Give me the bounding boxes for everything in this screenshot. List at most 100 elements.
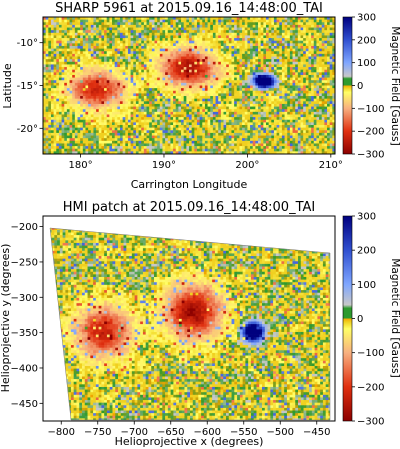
field-cell	[80, 38, 84, 42]
field-cell	[236, 103, 240, 107]
field-cell	[239, 122, 243, 126]
field-cell	[196, 130, 200, 134]
field-cell	[284, 117, 288, 121]
field-cell	[157, 67, 161, 71]
field-cell	[250, 98, 254, 102]
field-cell	[72, 101, 76, 105]
field-cell	[228, 53, 232, 57]
field-cell	[50, 48, 54, 52]
field-cell	[125, 22, 129, 26]
field-cell	[74, 132, 78, 136]
field-cell	[80, 122, 84, 126]
field-cell	[324, 130, 328, 134]
field-cell	[159, 61, 163, 65]
field-cell	[332, 17, 335, 20]
field-cell	[157, 59, 161, 63]
field-cell	[133, 45, 137, 49]
field-cell	[66, 22, 70, 26]
field-cell	[279, 130, 283, 134]
field-cell	[263, 85, 267, 89]
field-cell	[287, 56, 291, 60]
field-cell	[69, 80, 73, 84]
field-cell	[77, 48, 81, 52]
field-cell	[207, 43, 211, 47]
field-cell	[218, 64, 222, 68]
field-cell	[183, 56, 187, 60]
field-cell	[98, 61, 102, 65]
field-cell	[175, 96, 179, 100]
field-cell	[329, 61, 333, 65]
field-cell	[69, 98, 73, 102]
field-cell	[53, 82, 57, 86]
field-cell	[311, 24, 315, 28]
field-cell	[260, 98, 264, 102]
field-cell	[303, 119, 307, 123]
field-cell	[250, 72, 254, 76]
field-cell	[207, 40, 211, 44]
field-cell	[263, 69, 267, 73]
field-cell	[295, 27, 299, 31]
field-cell	[279, 85, 283, 89]
field-cell	[112, 90, 116, 94]
field-cell	[321, 27, 325, 31]
field-cell	[133, 127, 137, 131]
field-cell	[64, 17, 68, 20]
field-cell	[196, 80, 200, 84]
field-cell	[258, 67, 262, 71]
field-cell	[279, 72, 283, 76]
field-cell	[149, 96, 153, 100]
field-cell	[104, 111, 108, 115]
field-cell	[191, 125, 195, 128]
field-cell	[119, 53, 123, 57]
field-cell	[74, 111, 78, 115]
field-cell	[77, 119, 81, 123]
field-cell	[236, 69, 240, 73]
field-cell	[194, 96, 198, 100]
field-cell	[93, 111, 97, 115]
field-cell	[281, 127, 285, 131]
field-cell	[327, 132, 331, 136]
field-cell	[64, 38, 68, 42]
field-cell	[80, 96, 84, 100]
field-cell	[130, 24, 134, 28]
field-cell	[191, 122, 195, 126]
field-cell	[141, 32, 145, 36]
field-cell	[260, 132, 264, 136]
field-cell	[80, 30, 84, 34]
field-cell	[125, 114, 129, 118]
field-cell	[218, 85, 222, 89]
field-cell	[125, 38, 129, 42]
field-cell	[48, 56, 52, 60]
field-cell	[141, 119, 145, 123]
field-cell	[244, 90, 248, 94]
field-cell	[289, 35, 293, 39]
field-cell	[170, 82, 174, 86]
field-cell	[332, 27, 335, 31]
field-cell	[210, 130, 214, 134]
field-cell	[289, 72, 293, 76]
field-cell	[313, 101, 317, 105]
field-cell	[199, 67, 203, 71]
field-cell	[106, 111, 110, 115]
field-cell	[138, 125, 142, 128]
field-cell	[93, 101, 97, 105]
field-cell	[96, 82, 100, 86]
field-cell	[173, 48, 177, 52]
field-cell	[162, 53, 166, 57]
field-cell	[122, 109, 126, 113]
field-cell	[239, 130, 243, 134]
field-cell	[167, 111, 171, 115]
field-cell	[154, 135, 158, 139]
field-cell	[141, 38, 145, 42]
field-cell	[191, 48, 195, 52]
field-cell	[127, 27, 131, 31]
field-cell	[183, 130, 187, 134]
field-cell	[165, 122, 169, 126]
field-cell	[66, 109, 70, 113]
field-cell	[242, 98, 246, 102]
field-cell	[268, 64, 272, 68]
field-cell	[311, 111, 315, 115]
field-cell	[292, 22, 296, 26]
field-cell	[260, 53, 264, 57]
field-cell	[231, 24, 235, 28]
